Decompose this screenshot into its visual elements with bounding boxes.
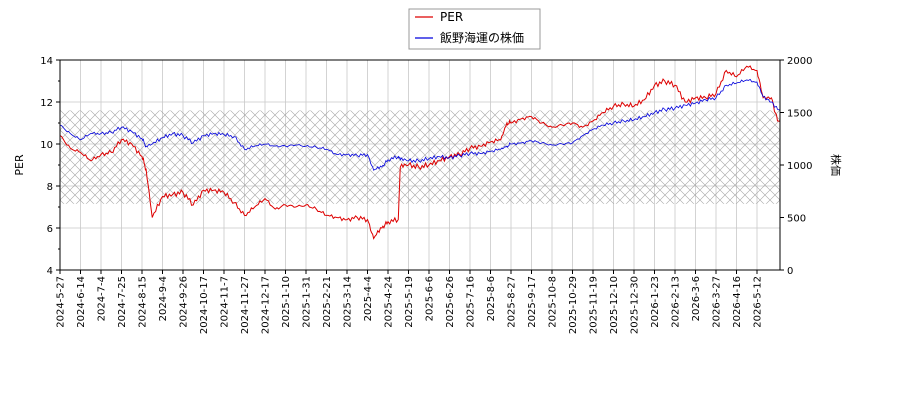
x-tick-label: 2025-12-30 [630, 276, 641, 334]
x-tick-label: 2024-11-7 [220, 276, 231, 328]
left-tick-label: 12 [40, 98, 53, 109]
x-tick-label: 2025-8-27 [507, 276, 518, 328]
x-tick-label: 2024-8-15 [138, 276, 149, 328]
x-tick-label: 2025-9-17 [527, 276, 538, 328]
left-tick-label: 4 [47, 266, 53, 277]
left-tick-label: 10 [40, 140, 53, 151]
x-tick-label: 2026-3-27 [712, 276, 723, 328]
right-tick-label: 2000 [787, 56, 812, 67]
x-tick-label: 2025-1-31 [302, 276, 313, 328]
x-tick-label: 2025-10-29 [568, 276, 579, 334]
x-tick-label: 2025-12-10 [609, 276, 620, 334]
x-tick-label: 2024-6-14 [76, 276, 87, 328]
right-axis: 0 500 1000 1500 2000 [780, 56, 812, 277]
right-tick-label: 0 [787, 266, 793, 277]
left-axis-title: PER [13, 154, 26, 176]
legend-box [408, 8, 541, 50]
price-line [60, 78, 780, 171]
x-tick-label: 2024-12-17 [261, 276, 272, 334]
right-tick-label: 500 [787, 214, 806, 225]
x-axis: 2024-5-27 2024-6-14 2024-7-4 2024-7-25 2024-… [56, 270, 764, 334]
x-tick-label: 2025-10-8 [548, 276, 559, 328]
right-tick-label: 1000 [787, 161, 812, 172]
x-tick-label: 2024-9-26 [179, 276, 190, 328]
x-tick-label: 2026-2-13 [671, 276, 682, 328]
x-tick-label: 2025-6-26 [445, 276, 456, 328]
legend-label-price: 飯野海運の株価 [440, 30, 524, 45]
x-tick-label: 2025-5-19 [404, 276, 415, 328]
x-tick-label: 2025-11-19 [589, 276, 600, 334]
x-tick-label: 2025-7-16 [466, 276, 477, 328]
x-tick-label: 2026-3-6 [691, 276, 702, 321]
per-line [60, 65, 780, 240]
x-tick-label: 2024-7-4 [97, 276, 108, 321]
right-axis-title: 株価 [829, 154, 843, 176]
x-tick-label: 2026-1-23 [650, 276, 661, 328]
legend-label-per: PER [440, 10, 463, 24]
x-tick-label: 2025-3-14 [343, 276, 354, 328]
left-tick-label: 6 [47, 224, 53, 235]
left-tick-label: 8 [47, 182, 53, 193]
x-tick-label: 2025-8-6 [486, 276, 497, 321]
x-tick-label: 2024-11-27 [240, 276, 251, 334]
price-band-hatch [60, 110, 780, 204]
left-tick-label: 14 [40, 56, 53, 67]
x-tick-label: 2025-4-24 [384, 276, 395, 328]
right-tick-label: 1500 [787, 109, 812, 120]
x-tick-label: 2025-6-6 [425, 276, 436, 321]
x-tick-label: 2025-2-21 [322, 276, 333, 328]
x-tick-label: 2026-4-16 [732, 276, 743, 328]
x-tick-label: 2024-10-17 [199, 276, 210, 334]
x-tick-label: 2024-7-25 [117, 276, 128, 328]
x-tick-label: 2026-5-12 [753, 276, 764, 328]
x-tick-label: 2024-9-4 [158, 276, 169, 321]
legend: PER 飯野海運の株価 [408, 8, 541, 50]
left-axis: 4 6 8 10 12 14 [40, 56, 60, 277]
x-tick-label: 2025-1-10 [281, 276, 292, 328]
x-tick-label: 2025-4-4 [363, 276, 374, 321]
x-tick-label: 2024-5-27 [56, 276, 67, 328]
